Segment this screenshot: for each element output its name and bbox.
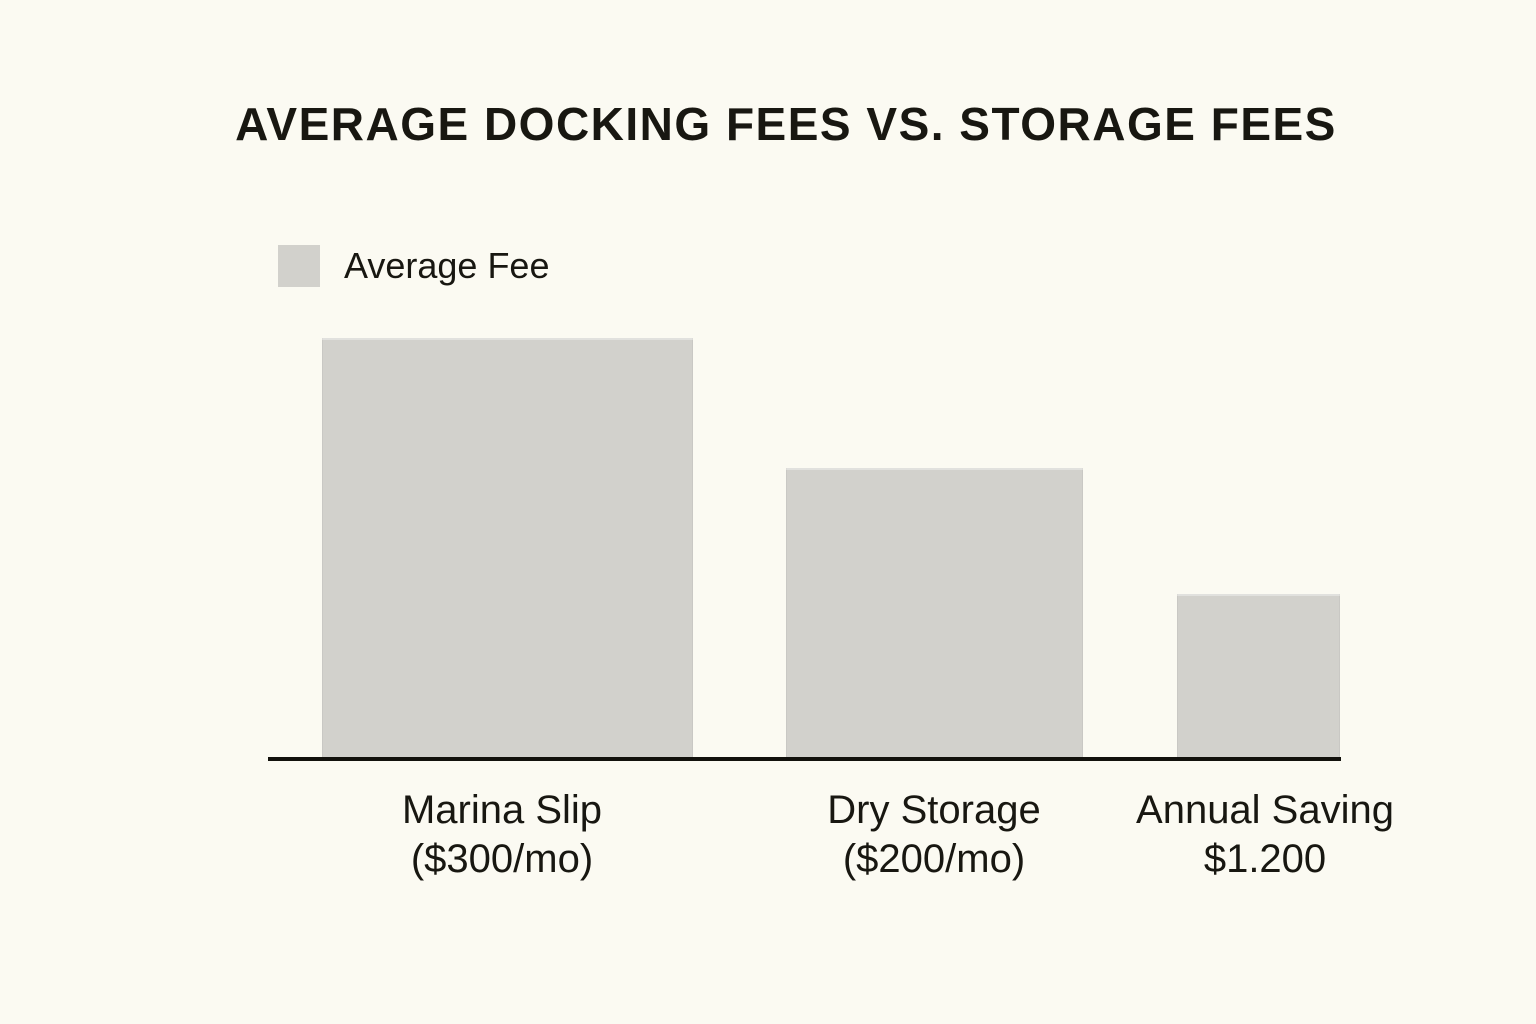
x-axis-label-line2: ($300/mo) [410,837,594,881]
x-axis-label-line2: ($200/mo) [842,837,1026,881]
x-axis-label-line1: Marina Slip [401,788,603,832]
x-axis-label-line2: $1.200 [1203,837,1327,881]
chart-title: AVERAGE DOCKING FEES VS. STORAGE FEES [235,98,1337,150]
x-axis-label-marina-slip: Marina Slip ($300/mo) [252,786,752,884]
bar-marina-slip [322,338,693,757]
bar-annual-saving [1177,594,1340,757]
x-axis-label-line1: Annual Saving [1136,788,1394,832]
x-axis-label-line1: Dry Storage [827,788,1041,832]
x-axis-line [268,757,1341,761]
x-axis-label-annual-saving: Annual Saving $1.200 [1015,786,1515,884]
x-axis-label-dry-storage: Dry Storage ($200/mo) [684,786,1184,884]
bar-dry-storage [786,468,1083,757]
legend-swatch-icon [278,245,320,287]
legend: Average Fee [278,245,549,287]
legend-label: Average Fee [344,245,550,286]
